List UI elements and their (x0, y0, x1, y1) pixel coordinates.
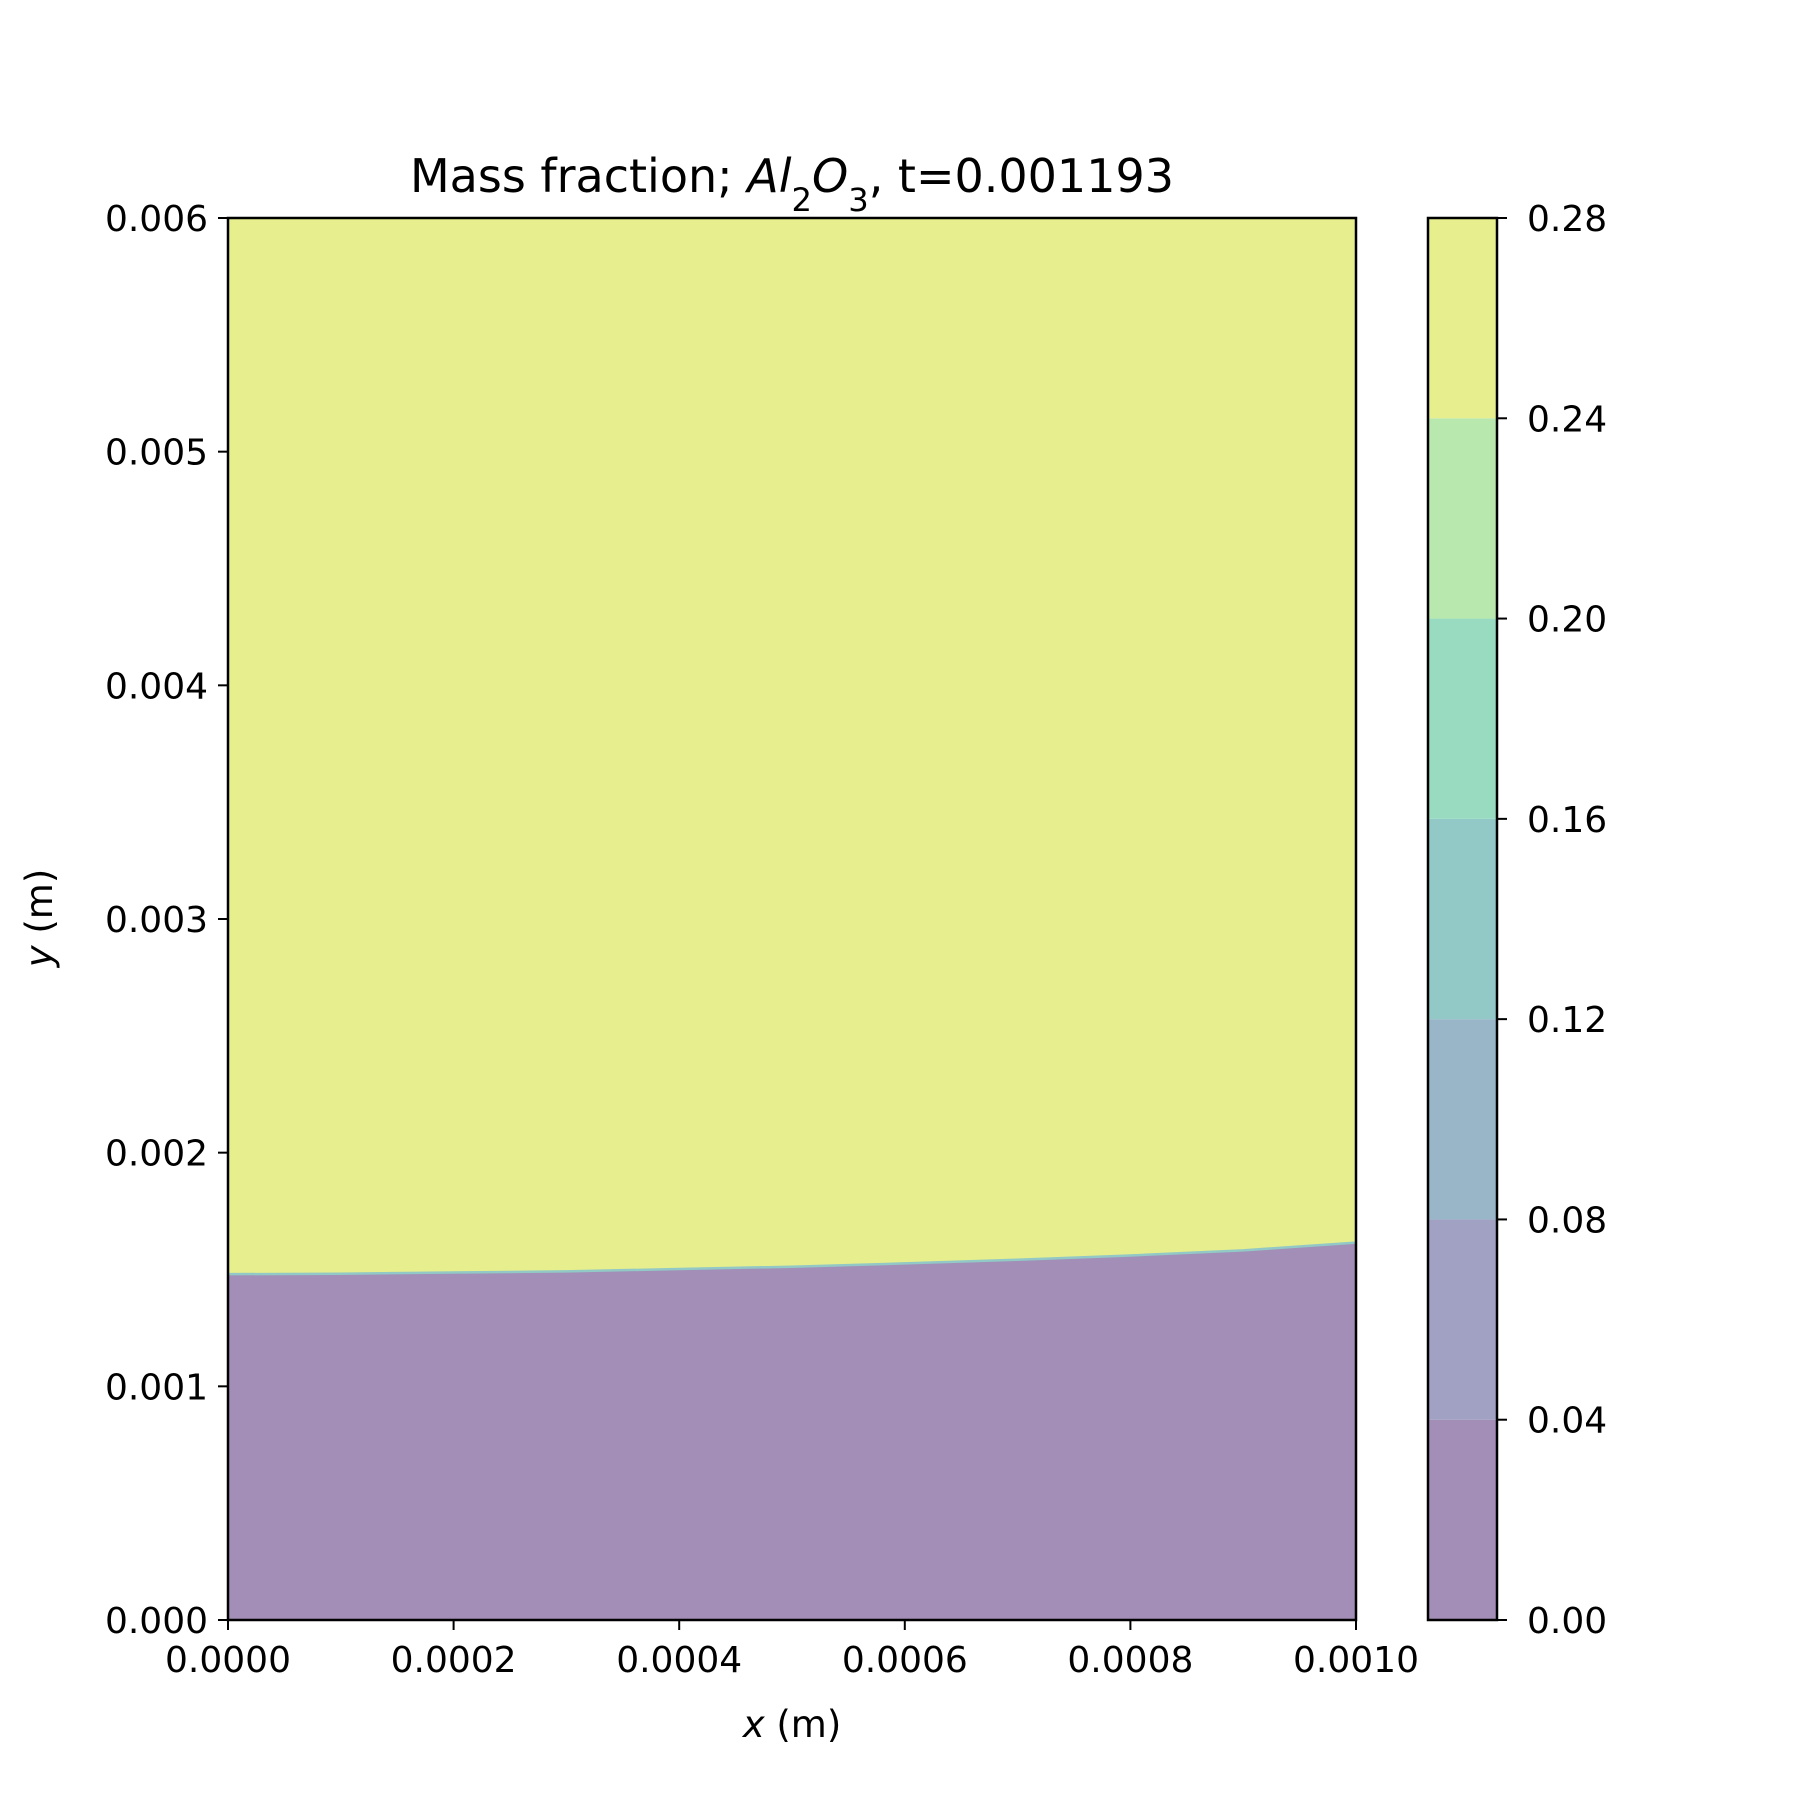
x-tick-label: 0.0004 (616, 1640, 742, 1681)
colorbar: 0.00 0.04 0.08 0.12 0.16 0.20 0.24 0.28 (1426, 199, 1607, 1642)
colorbar-band (1428, 818, 1497, 1020)
x-axis-label: x (m) (742, 1703, 842, 1746)
y-tick-label: 0.002 (105, 1134, 208, 1175)
x-tick-label: 0.0008 (1067, 1640, 1193, 1681)
y-tick-label: 0.001 (105, 1367, 208, 1408)
y-tick-label: 0.003 (105, 900, 208, 941)
y-axis-ticks: 0.000 0.001 0.002 0.003 0.004 0.005 0.006 (105, 199, 228, 1642)
y-axis-label: y (m) (18, 869, 61, 969)
colorbar-tick-label: 0.12 (1527, 1000, 1607, 1041)
x-axis-ticks: 0.0000 0.0002 0.0004 0.0006 0.0008 0.0010 (165, 1620, 1419, 1681)
y-tick-label: 0.006 (105, 199, 208, 240)
lower-region (228, 1242, 1356, 1620)
x-tick-label: 0.0010 (1293, 1640, 1419, 1681)
colorbar-band (1428, 1219, 1497, 1420)
colorbar-band (1428, 618, 1497, 819)
colorbar-ticks: 0.00 0.04 0.08 0.12 0.16 0.20 0.24 0.28 (1497, 199, 1607, 1642)
colorbar-tick-label: 0.20 (1527, 600, 1607, 641)
colorbar-band (1428, 418, 1497, 619)
plot-area (226, 216, 1358, 1622)
interface-line (227, 1241, 1357, 1276)
y-tick-label: 0.005 (105, 433, 208, 474)
y-tick-label: 0.000 (105, 1601, 208, 1642)
chart-title: Mass fraction; Al2O3, t=0.001193 (410, 149, 1174, 219)
colorbar-frame (1426, 216, 1499, 1622)
colorbar-band (1428, 1019, 1497, 1220)
colorbar-tick-label: 0.24 (1527, 399, 1607, 440)
colorbar-band (1428, 1419, 1497, 1620)
x-tick-label: 0.0000 (165, 1640, 291, 1681)
colorbar-tick-label: 0.08 (1527, 1200, 1607, 1241)
colorbar-band (1428, 218, 1497, 419)
colorbar-tick-label: 0.16 (1527, 800, 1607, 841)
x-tick-label: 0.0002 (391, 1640, 517, 1681)
colorbar-tick-label: 0.00 (1527, 1601, 1607, 1642)
colorbar-tick-label: 0.04 (1527, 1401, 1607, 1442)
colorbar-tick-label: 0.28 (1527, 199, 1607, 240)
colorbar-bands (1428, 218, 1497, 1620)
upper-region (228, 218, 1356, 1275)
y-tick-label: 0.004 (105, 666, 208, 707)
x-tick-label: 0.0006 (842, 1640, 968, 1681)
